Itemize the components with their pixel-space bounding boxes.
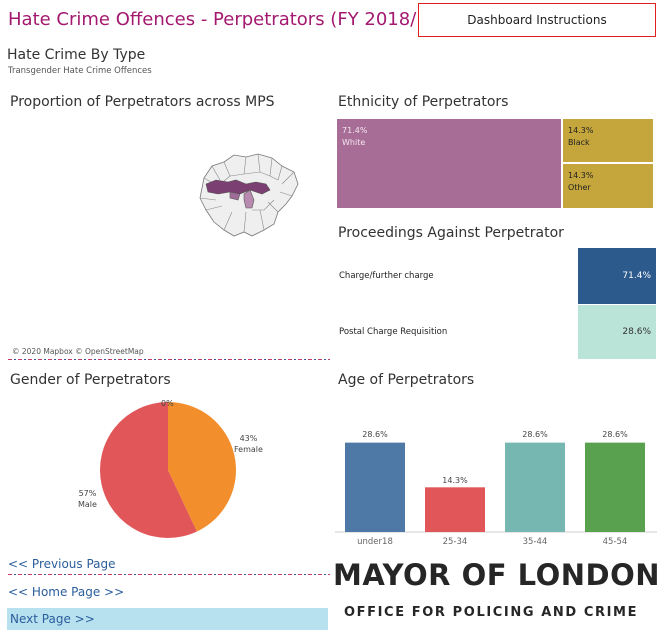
age-bar-label-45-54: 28.6% bbox=[602, 430, 628, 439]
dashboard-instructions-button[interactable]: Dashboard Instructions bbox=[418, 3, 656, 37]
pie-label-female-text: Female bbox=[234, 445, 263, 454]
ethnicity-white-cell[interactable]: 71.4% White bbox=[337, 119, 561, 208]
mayor-of-london-logo: MAYOR OF LONDON bbox=[333, 558, 660, 592]
age-bar-25-34[interactable] bbox=[425, 487, 485, 532]
london-map-icon bbox=[199, 153, 299, 237]
hate-crime-type-heading: Hate Crime By Type bbox=[7, 47, 146, 63]
ethnicity-title: Ethnicity of Perpetrators bbox=[338, 94, 509, 110]
age-axis-25-34: 25-34 bbox=[442, 537, 468, 547]
ethnicity-other-pct: 14.3% bbox=[568, 171, 594, 180]
age-axis-under18: under18 bbox=[357, 537, 393, 547]
section-divider bbox=[8, 574, 330, 575]
map-attribution: © 2020 Mapbox © OpenStreetMap bbox=[12, 347, 144, 356]
age-title: Age of Perpetrators bbox=[338, 372, 475, 388]
pie-label-male-pct: 57% bbox=[78, 489, 97, 498]
ethnicity-white-label: White bbox=[342, 138, 366, 147]
ethnicity-black-cell[interactable]: 14.3% Black bbox=[563, 119, 653, 162]
age-bar-35-44[interactable] bbox=[505, 442, 565, 532]
next-page-label: Next Page >> bbox=[10, 612, 95, 626]
gender-pie-chart bbox=[100, 402, 237, 538]
pie-label-female-pct: 43% bbox=[239, 434, 258, 443]
ethnicity-black-pct: 14.3% bbox=[568, 126, 594, 135]
ethnicity-black-label: Black bbox=[568, 138, 590, 147]
age-axis-45-54: 45-54 bbox=[602, 537, 628, 547]
section-divider bbox=[8, 359, 330, 360]
age-bar-label-35-44: 28.6% bbox=[522, 430, 548, 439]
age-axis-35-44: 35-44 bbox=[522, 537, 548, 547]
mopac-logo-text: OFFICE FOR POLICING AND CRIME bbox=[344, 605, 639, 620]
map-title: Proportion of Perpetrators across MPS bbox=[10, 94, 275, 110]
proceedings-title: Proceedings Against Perpetrator bbox=[338, 225, 564, 241]
home-page-link[interactable]: << Home Page >> bbox=[8, 585, 125, 599]
age-bar-under18[interactable] bbox=[345, 442, 405, 532]
pie-label-unknown-pct: 0% bbox=[161, 399, 174, 408]
london-borough-map[interactable] bbox=[190, 150, 302, 240]
pie-label-male-text: Male bbox=[78, 500, 97, 509]
gender-title: Gender of Perpetrators bbox=[10, 372, 171, 388]
proceedings-label-postal: Postal Charge Requisition bbox=[339, 327, 448, 337]
proceedings-bar-postal[interactable]: 28.6% bbox=[578, 305, 656, 359]
pie-slice-female[interactable] bbox=[168, 402, 237, 532]
page-title: Hate Crime Offences - Perpetrators (FY 2… bbox=[8, 9, 447, 30]
hate-crime-type-value: Transgender Hate Crime Offences bbox=[8, 66, 152, 76]
pie-label-female: 43% Female bbox=[234, 433, 263, 455]
pie-slice-male[interactable] bbox=[100, 402, 197, 538]
proceedings-bar-charge[interactable]: 71.4% bbox=[578, 248, 656, 304]
ethnicity-white-pct: 71.4% bbox=[342, 126, 368, 135]
age-bar-chart bbox=[335, 442, 657, 533]
pie-label-male: 57% Male bbox=[78, 488, 97, 510]
age-bar-45-54[interactable] bbox=[585, 442, 645, 532]
age-bar-label-under18: 28.6% bbox=[362, 430, 388, 439]
proceedings-label-charge: Charge/further charge bbox=[339, 271, 434, 281]
previous-page-link[interactable]: << Previous Page bbox=[8, 557, 116, 571]
ethnicity-other-cell[interactable]: 14.3% Other bbox=[563, 164, 653, 208]
ethnicity-other-label: Other bbox=[568, 183, 591, 192]
age-bar-label-25-34: 14.3% bbox=[442, 476, 468, 485]
next-page-link[interactable]: Next Page >> bbox=[7, 608, 328, 630]
